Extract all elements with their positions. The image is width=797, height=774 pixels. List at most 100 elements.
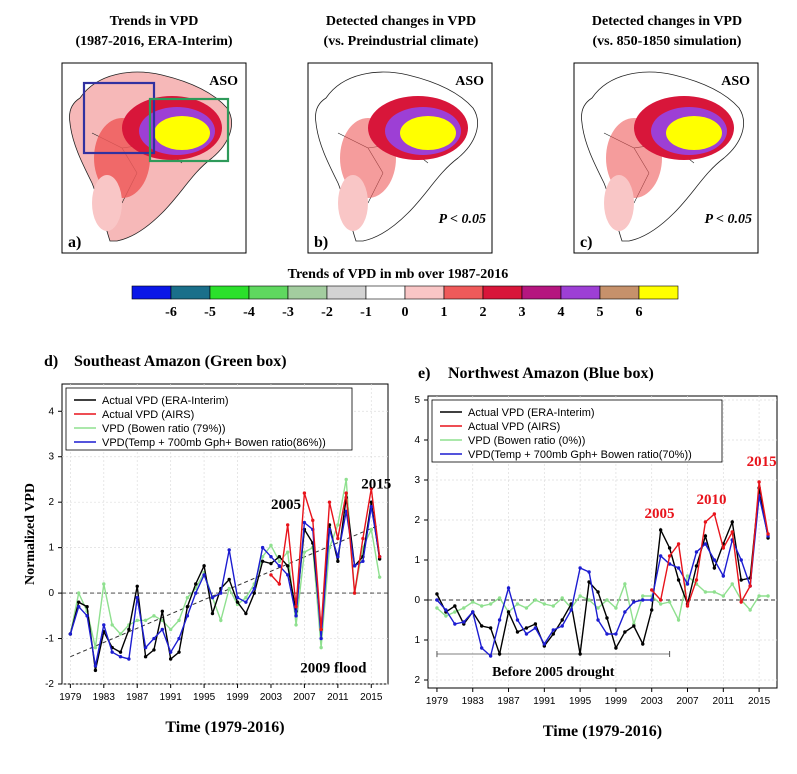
chart-annotation: 2015 [747, 454, 777, 470]
season-label: ASO [721, 74, 750, 89]
series-point [462, 606, 466, 610]
series-point [377, 555, 382, 559]
series-point [294, 614, 298, 618]
series-point [730, 582, 734, 586]
green-box [148, 97, 230, 163]
series-point [210, 611, 215, 616]
series-line [69, 479, 381, 648]
series-point [497, 596, 502, 600]
series-point [260, 545, 265, 550]
series-line [651, 481, 769, 607]
series-point [444, 614, 448, 618]
series-point [658, 554, 663, 558]
series-point [277, 559, 282, 563]
x-tick-label: 1983 [462, 696, 485, 707]
series-point [676, 566, 681, 570]
series-point [152, 636, 156, 641]
colorbar-swatch [287, 285, 328, 300]
colorbar-swatch [404, 285, 445, 300]
x-tick-label: 2003 [641, 696, 664, 707]
series-point [721, 594, 726, 598]
series-point [285, 564, 290, 568]
series-point [739, 558, 743, 562]
series-point [739, 578, 743, 582]
chart-northwest-amazon: e) Northwest Amazon (Blue box) 1979 1983 198… [414, 365, 778, 740]
series-point [336, 523, 340, 527]
series-point [110, 623, 114, 627]
colorbar-tick-label: -3 [282, 305, 294, 320]
series-point [127, 657, 131, 661]
series-point [658, 528, 663, 532]
series-point [578, 652, 582, 656]
series-point [641, 642, 645, 646]
series-point [515, 630, 520, 634]
series-point [703, 590, 708, 594]
series-point [336, 559, 340, 563]
series-point [542, 642, 547, 646]
series-point [285, 573, 290, 577]
y-tick-label: 2 [48, 497, 54, 508]
series-point [277, 555, 282, 559]
x-tick-label: 2007 [676, 696, 699, 707]
series-point [302, 520, 307, 525]
series-point [703, 520, 708, 524]
chart-panel-label: d) [44, 353, 58, 370]
y-tick-label: 1 [414, 555, 420, 566]
series-point [685, 574, 690, 578]
x-tick-label: 2007 [293, 692, 316, 703]
series-point [77, 591, 81, 595]
series-point [533, 626, 538, 630]
series-point [667, 600, 672, 604]
series-point [319, 645, 323, 650]
x-tick-label: 2011 [327, 692, 349, 703]
series-point [650, 598, 654, 602]
series-point [127, 627, 131, 632]
legend-label: VPD (Bowen ratio (79%)) [102, 423, 226, 435]
series-point [685, 604, 690, 608]
series-point [185, 605, 190, 609]
series-point [667, 554, 672, 558]
colorbar-swatch [248, 285, 289, 300]
trend-blob [400, 116, 456, 150]
series-point [361, 536, 365, 541]
series-point [506, 586, 511, 590]
series-point [269, 555, 273, 559]
map-panel-1: Trends in VPD (1987-2016, ERA-Interim) ASO… [61, 14, 247, 254]
map-subtitle: (1987-2016, ERA-Interim) [75, 34, 232, 49]
series-point [587, 570, 591, 574]
colorbar-tick-label: 3 [519, 305, 526, 320]
series-point [302, 550, 307, 554]
y-tick-label: 2 [414, 515, 420, 526]
colorbar-swatch [131, 285, 172, 300]
series-point [177, 618, 181, 623]
series-point [227, 548, 231, 552]
series-point [294, 605, 298, 609]
series-line [270, 488, 381, 630]
y-tick-label: 0 [48, 588, 54, 599]
chart-annotation: 2005 [645, 506, 675, 522]
chart-annotation: 2010 [696, 492, 726, 508]
series-point [685, 582, 690, 586]
legend-label: Actual VPD (AIRS) [102, 409, 194, 421]
series-point [497, 618, 502, 622]
colorbar-tick-label: -1 [360, 305, 372, 320]
series-point [632, 624, 636, 628]
map-panel-2: Detected changes in VPD (vs. Preindustria… [307, 14, 493, 254]
legend-box [65, 387, 353, 451]
series-point [327, 500, 332, 504]
series-point [185, 595, 190, 600]
series-point [676, 542, 681, 546]
series-point [260, 559, 265, 563]
series-point [623, 630, 627, 634]
series-point [252, 586, 256, 591]
colorbar-tick-label: 5 [597, 305, 604, 320]
series-point [160, 609, 165, 613]
series-point [244, 611, 248, 616]
legend-box [431, 399, 723, 463]
chart-annotation: 2015 [361, 477, 391, 493]
series-point [85, 605, 89, 609]
series-point [479, 604, 484, 608]
series-point [93, 668, 98, 673]
bracket-label: Before 2005 drought [492, 665, 615, 680]
colorbar-swatch [560, 285, 601, 300]
